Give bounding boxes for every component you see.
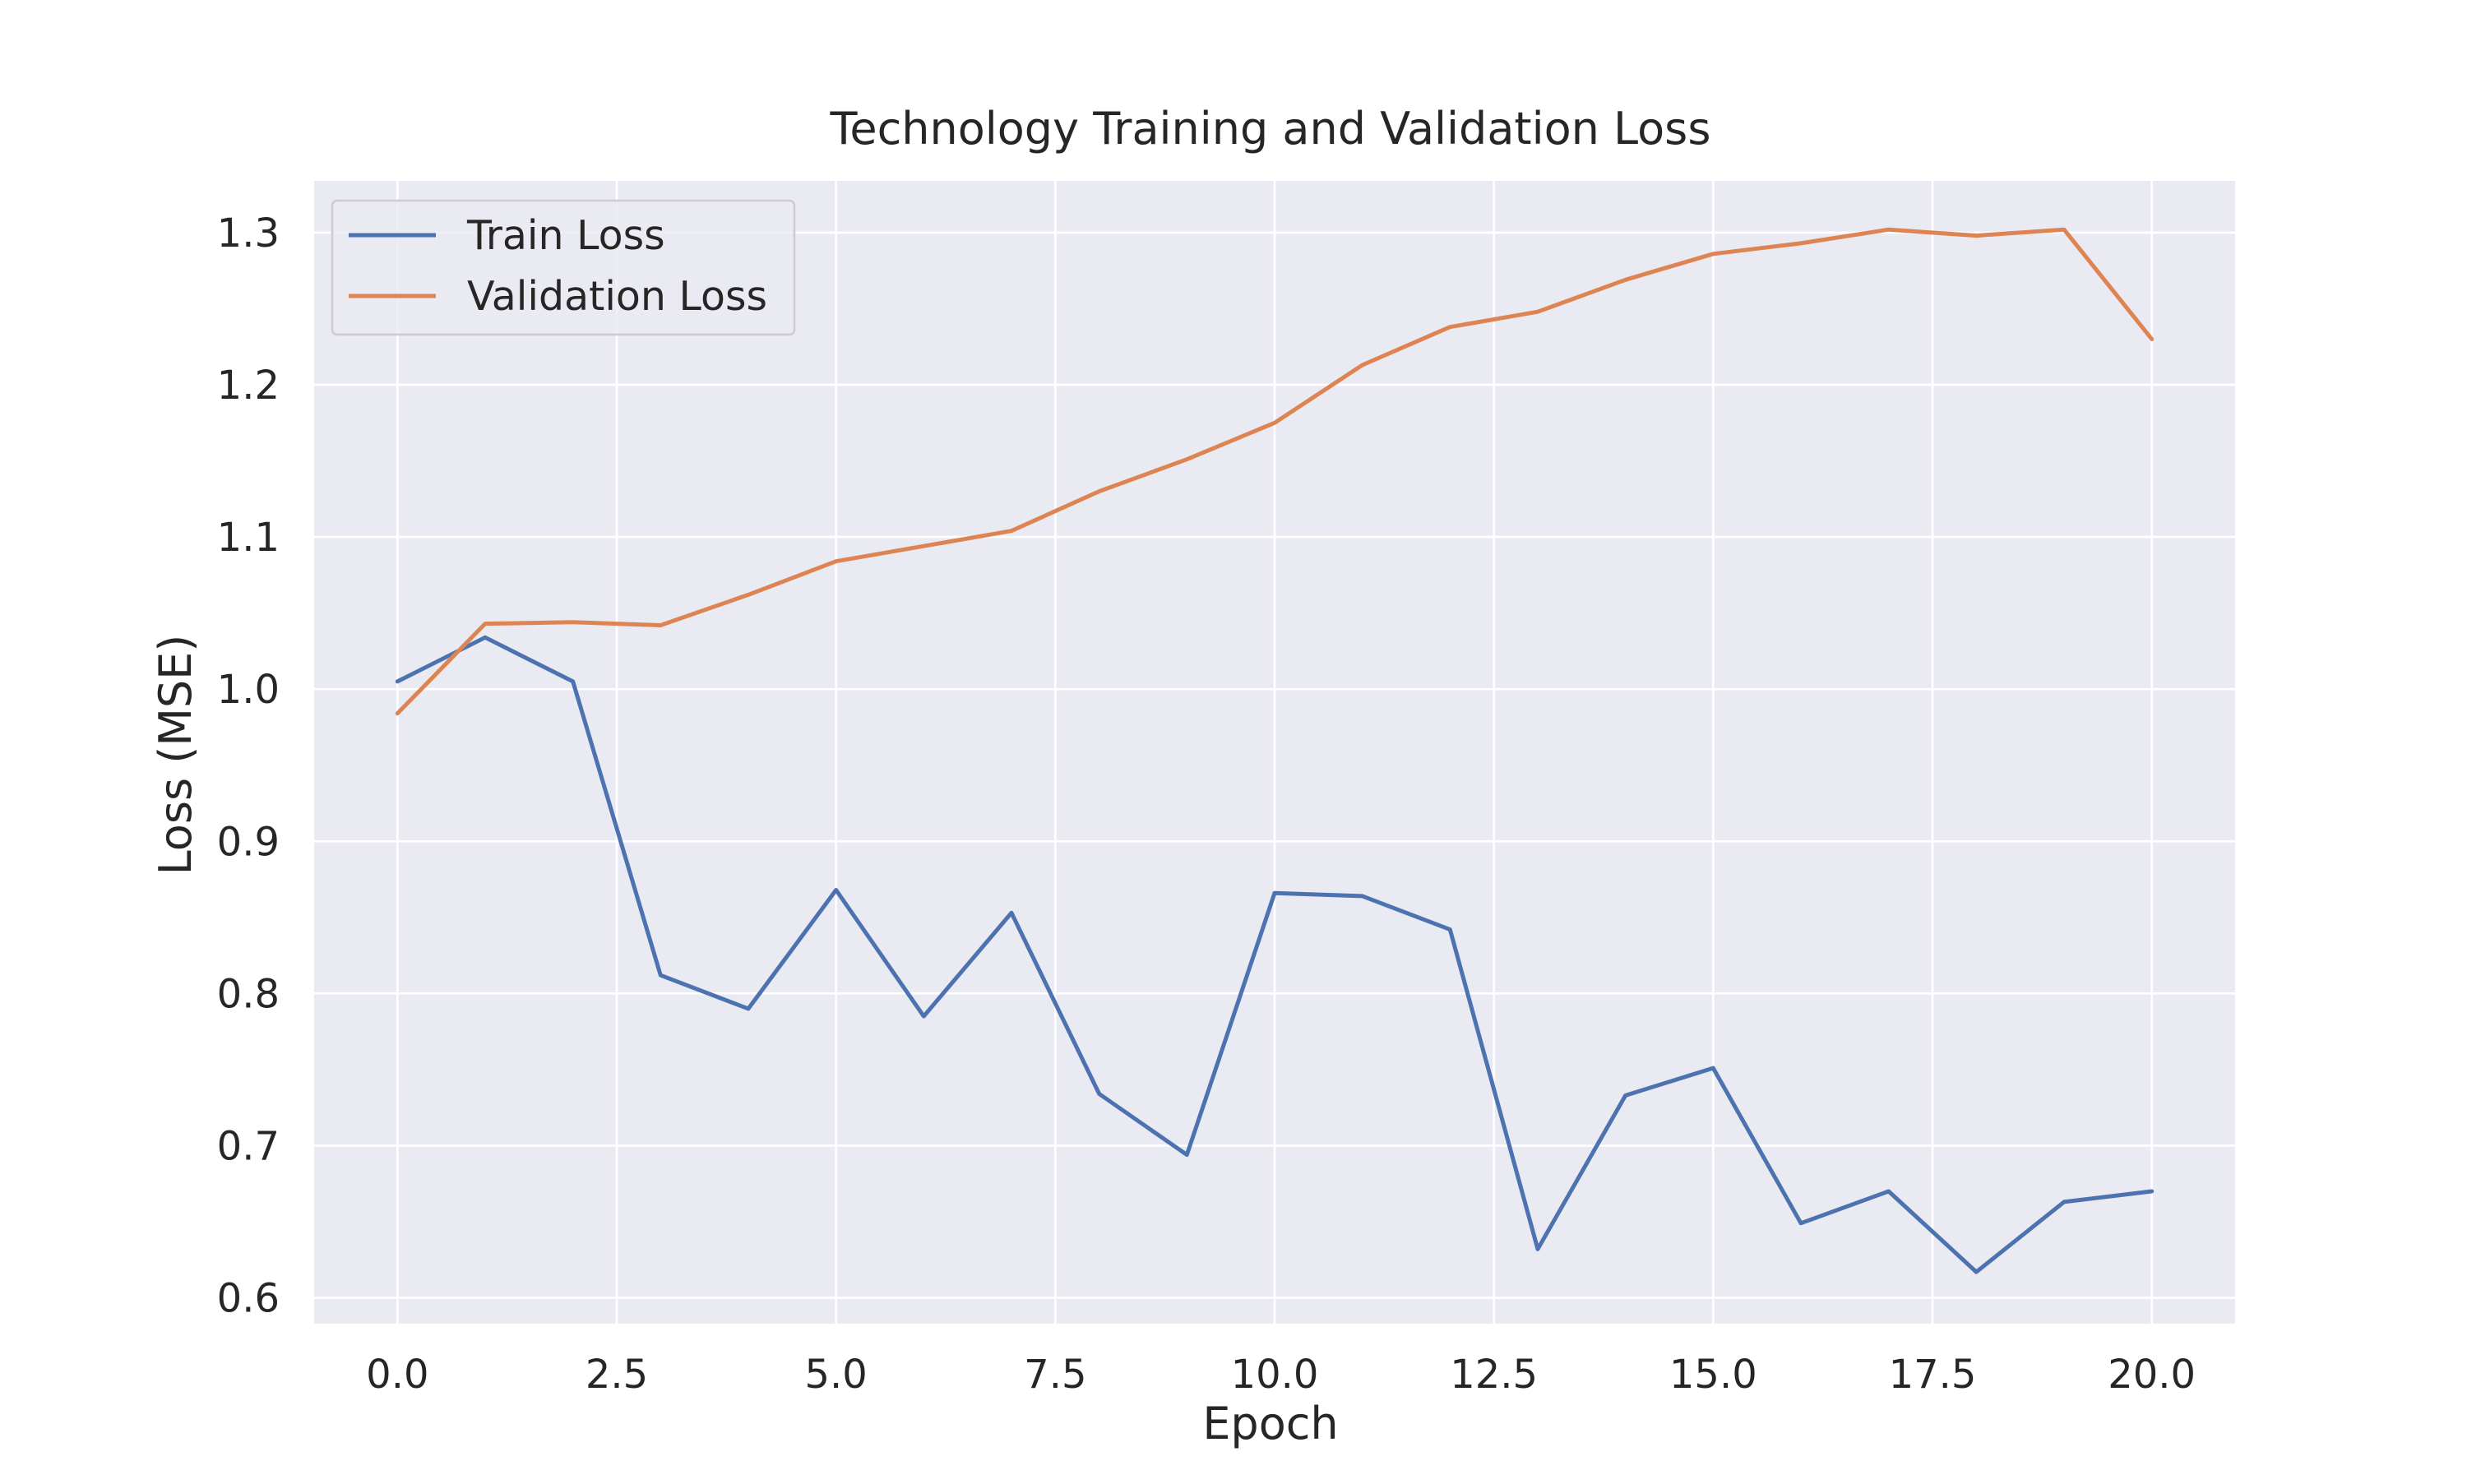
y-tick-label: 1.3 [217, 210, 280, 257]
y-tick-label: 0.6 [217, 1276, 280, 1322]
x-tick-label: 10.0 [1231, 1352, 1319, 1398]
x-axis-label: Epoch [1202, 1398, 1338, 1449]
y-tick-label: 1.2 [217, 363, 280, 409]
chart-title: Technology Training and Validation Loss [830, 103, 1711, 155]
x-tick-label: 0.0 [366, 1352, 428, 1398]
y-tick-label: 1.0 [217, 667, 280, 713]
y-axis-ticks: 0.6 0.7 0.8 0.9 1.0 1.1 1.2 1.3 [217, 210, 280, 1322]
x-tick-label: 20.0 [2108, 1352, 2196, 1398]
y-tick-label: 0.9 [217, 819, 280, 865]
x-tick-label: 12.5 [1450, 1352, 1538, 1398]
y-tick-label: 1.1 [217, 515, 280, 561]
y-tick-label: 0.7 [217, 1123, 280, 1169]
legend: Train Loss Validation Loss [332, 201, 794, 335]
y-tick-label: 0.8 [217, 971, 280, 1017]
x-axis-ticks: 0.0 2.5 5.0 7.5 10.0 12.5 15.0 17.5 20.0 [366, 1352, 2196, 1398]
x-tick-label: 5.0 [804, 1352, 867, 1398]
x-tick-label: 7.5 [1024, 1352, 1086, 1398]
x-tick-label: 2.5 [586, 1352, 648, 1398]
x-tick-label: 15.0 [1669, 1352, 1757, 1398]
legend-label: Validation Loss [467, 273, 767, 320]
y-axis-label: Loss (MSE) [150, 635, 201, 876]
x-tick-label: 17.5 [1889, 1352, 1977, 1398]
legend-label: Train Loss [466, 212, 665, 259]
